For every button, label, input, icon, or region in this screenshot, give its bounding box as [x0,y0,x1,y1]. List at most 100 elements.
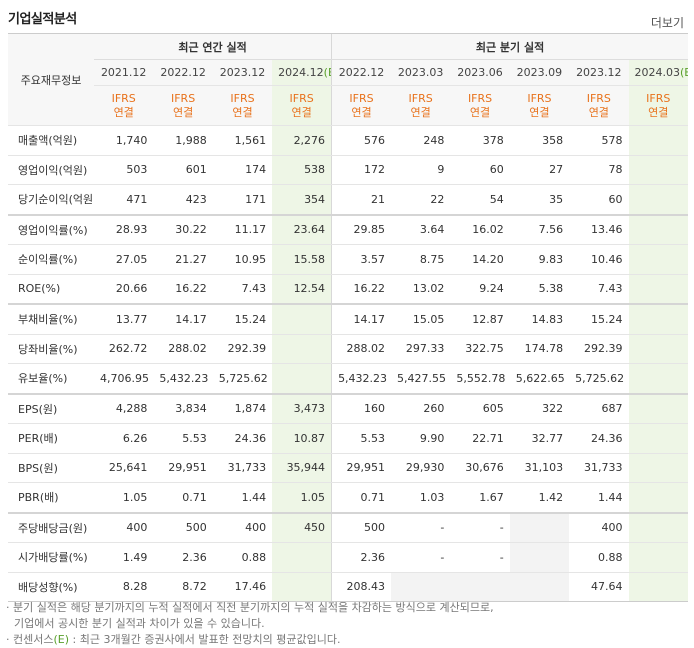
empty-cell [628,482,688,514]
value-cell: 15.05 [390,304,451,335]
value-cell: 24.36 [212,423,273,454]
value-cell: 54 [450,184,510,216]
value-cell: 11.17 [212,214,273,245]
period: 2023.12 [576,66,622,79]
empty-cell [628,334,688,364]
empty-cell [628,244,688,275]
value-cell: 14.17 [153,304,213,335]
period: 2024.12 [278,66,324,79]
row-label: 부채비율(%) [8,304,94,335]
basis: IFRS [646,91,671,105]
row-label: 영업이익(억원) [8,155,94,185]
scope: 연결 [588,105,609,119]
value-cell: 27.05 [94,244,154,275]
value-cell: 13.46 [569,214,629,245]
row-label: 주당배당금(원) [8,512,94,543]
value-cell: 20.66 [94,274,154,305]
period: 2023.09 [516,66,563,79]
basis-header: IFRS 연결 [390,85,451,126]
bullet: · [6,601,13,614]
value-cell: 16.02 [450,214,510,245]
value-cell: 2.36 [153,542,213,573]
empty-cell [272,304,332,335]
scope: 연결 [351,105,372,119]
value-cell: 288.02 [331,334,391,364]
value-cell: 29,951 [153,453,213,483]
value-cell: 35 [509,184,570,216]
value-cell: 605 [450,393,510,424]
empty-cell [628,155,688,185]
value-cell: 322 [509,393,570,424]
value-cell: 423 [153,184,213,216]
period-header: 2024.12(E) [272,59,332,86]
data-row: 시가배당률(%) 1.49 2.36 0.88 2.36- -0.88 [8,542,688,573]
value-cell: 172 [331,155,391,185]
value-cell: - [390,512,451,543]
value-cell: 322.75 [450,334,510,364]
basis: IFRS [349,91,374,105]
scope: 연결 [469,105,491,119]
value-cell: 3,834 [153,393,213,424]
note: · 분기 실적은 해당 분기까지의 누적 실적에서 직전 분기까지의 누적 실적… [6,600,494,632]
basis: IFRS [170,91,196,105]
value-cell: 2,276 [272,125,332,156]
value-cell: 60 [450,155,510,185]
value-cell: 25,641 [94,453,154,483]
period-header: 2023.06 [450,59,510,86]
row-label: 당기순이익(억원) [8,184,94,216]
basis-header: IFRS 연결 [569,85,629,126]
basis: IFRS [408,91,433,105]
section-title: 기업실적분석 [8,12,77,27]
row-label: 순이익률(%) [8,244,94,275]
basis: IFRS [527,91,552,105]
value-cell: 5,622.65 [509,363,570,395]
row-label: 배당성향(%) [8,572,94,602]
data-row: 주당배당금(원) 400 500 400 450 500- -400 [8,512,688,543]
scope: 연결 [232,105,253,119]
value-cell: 5,552.78 [450,363,510,395]
value-cell: 5,725.62 [569,363,629,395]
value-cell: 248 [390,125,451,156]
value-cell: 0.71 [153,482,213,514]
value-cell: 0.71 [331,482,391,514]
data-row: 부채비율(%) 13.77 14.17 15.24 14.17 15.05 12.87 14.… [8,304,688,335]
data-row: PER(배) 6.26 5.53 24.36 10.87 5.53 9.90 22.71 32.… [8,423,688,454]
value-cell: 5.53 [331,423,391,454]
value-cell: 3.57 [331,244,391,275]
value-cell: 354 [272,184,332,216]
value-cell: 5.38 [509,274,570,305]
row-label: ROE(%) [8,274,94,305]
basis-header: IFRS 연결 [153,85,213,126]
data-row: ROE(%) 20.66 16.22 7.43 12.54 16.22 13.02 9.24 5… [8,274,688,305]
value-cell: 400 [94,512,154,543]
data-row: 당좌비율(%) 262.72 288.02 292.39 288.02 297.33 322… [8,334,688,364]
data-row: 매출액(억원) 1,740 1,988 1,561 2,276 576 248 378 358 5… [8,125,688,156]
value-cell: 8.72 [153,572,213,602]
value-cell: 174 [212,155,273,185]
value-cell: 35,944 [272,453,332,483]
value-cell: 29,930 [390,453,451,483]
empty-cell [628,184,688,216]
row-label: EPS(원) [8,393,94,424]
note-text: 컨센서스 [13,633,54,646]
value-cell: 16.22 [153,274,213,305]
note: · 컨센서스(E) : 최근 3개월간 증권사에서 발표한 전망치의 평균값입니… [6,632,494,648]
value-cell: 601 [153,155,213,185]
value-cell: 0.88 [212,542,273,573]
more-link[interactable]: 더보기 [650,16,684,30]
basis: IFRS [586,91,611,105]
empty-cell [509,512,570,543]
value-cell: 5,725.62 [212,363,273,395]
value-cell: 15.24 [212,304,273,335]
value-cell: 1.03 [390,482,451,514]
note-text: : 최근 3개월간 증권사에서 발표한 전망치의 평균값입니다. [69,633,341,646]
value-cell: 21 [331,184,391,216]
row-label: 시가배당률(%) [8,542,94,573]
scope: 연결 [291,105,312,119]
scope: 연결 [410,105,431,119]
value-cell: 400 [569,512,629,543]
period-row: 2021.122022.122023.122024.12(E)2022.1220… [8,59,688,86]
value-cell: 1.67 [450,482,510,514]
value-cell: 21.27 [153,244,213,275]
value-cell: 503 [94,155,154,185]
